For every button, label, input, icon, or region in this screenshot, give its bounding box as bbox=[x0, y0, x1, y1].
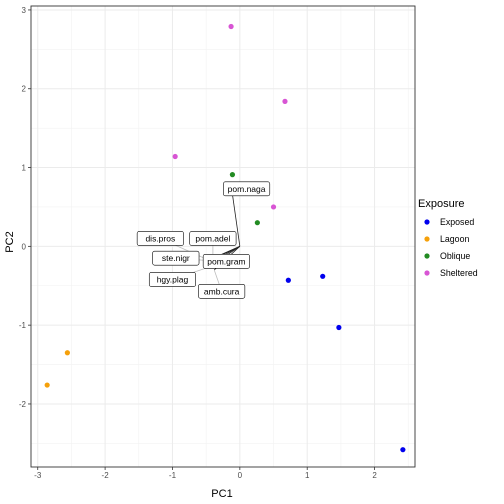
data-point bbox=[254, 220, 260, 226]
y-tick-label: 0 bbox=[22, 242, 27, 251]
legend-key bbox=[424, 219, 430, 225]
loading-arrow bbox=[231, 189, 241, 247]
data-point bbox=[44, 382, 50, 388]
legend-key bbox=[424, 270, 430, 276]
loading-label: pom.gram bbox=[202, 254, 250, 269]
loading-label: pom.adel bbox=[189, 231, 237, 246]
data-point bbox=[282, 98, 288, 104]
legend: Exposure Exposed Lagoon Oblique Sheltered bbox=[418, 198, 478, 278]
loading-label-box bbox=[148, 272, 196, 287]
data-point bbox=[64, 350, 70, 356]
loading-label-box bbox=[136, 231, 184, 246]
x-tick-label: 1 bbox=[305, 471, 310, 480]
x-tick-label: 2 bbox=[372, 471, 377, 480]
legend-label: Exposed bbox=[440, 217, 474, 227]
loading-label-text: dis.pros bbox=[145, 233, 175, 243]
data-point bbox=[336, 324, 342, 331]
x-axis-title: PC1 bbox=[211, 488, 232, 500]
loading-label-box bbox=[223, 181, 271, 197]
x-tick-label: -2 bbox=[102, 471, 110, 480]
data-point bbox=[285, 277, 291, 283]
loading-label-box bbox=[202, 254, 250, 269]
data-point bbox=[270, 204, 277, 210]
data-point bbox=[229, 172, 236, 178]
y-tick-label: 1 bbox=[22, 164, 27, 173]
loading-label: hgy.plag bbox=[148, 272, 196, 287]
loading-label-text: hgy.plag bbox=[157, 274, 189, 284]
loading-label: ste.nigr bbox=[152, 250, 200, 266]
loading-label-box bbox=[189, 231, 237, 246]
data-point bbox=[400, 447, 406, 453]
plot-panel: -3 -2 -1 0 1 2 -2 -1 0 1 2 3 pom.naga dis.pros pom.ade… bbox=[19, 5, 416, 480]
loading-label-text: pom.gram bbox=[207, 256, 245, 266]
x-tick-label: -3 bbox=[34, 471, 42, 480]
y-tick-label: 3 bbox=[22, 6, 27, 15]
loading-label-text: amb.cura bbox=[204, 286, 240, 296]
legend-key bbox=[424, 236, 430, 242]
loading-label: dis.pros bbox=[136, 231, 184, 246]
loading-label: pom.naga bbox=[223, 181, 271, 197]
x-tick-label: -1 bbox=[169, 471, 177, 480]
loading-label: amb.cura bbox=[198, 283, 246, 299]
loading-label-box bbox=[198, 283, 246, 299]
legend-label: Lagoon bbox=[440, 234, 469, 244]
y-tick-label: -2 bbox=[19, 400, 27, 409]
loading-label-text: pom.naga bbox=[228, 184, 266, 194]
loading-label-text: ste.nigr bbox=[162, 253, 190, 263]
y-tick-label: -1 bbox=[19, 321, 27, 330]
panel-border bbox=[30, 5, 416, 468]
data-point bbox=[172, 153, 178, 160]
y-tick-label: 2 bbox=[22, 85, 27, 94]
loading-label-box bbox=[152, 250, 200, 266]
legend-title: Exposure bbox=[418, 198, 464, 210]
legend-label: Oblique bbox=[440, 251, 470, 261]
x-tick-label: 0 bbox=[238, 471, 243, 480]
legend-key bbox=[424, 253, 430, 259]
data-point bbox=[320, 273, 326, 279]
loading-label-text: pom.adel bbox=[195, 233, 230, 243]
legend-label: Sheltered bbox=[440, 268, 478, 278]
data-point bbox=[228, 23, 234, 30]
y-axis-title: PC2 bbox=[4, 231, 16, 252]
